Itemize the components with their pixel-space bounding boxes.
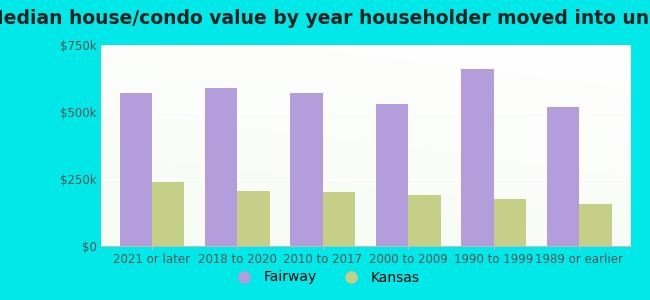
Bar [579,205,612,246]
Bar [494,199,526,246]
Bar [291,93,323,246]
Legend: Fairway, Kansas: Fairway, Kansas [224,265,426,290]
Bar [237,191,270,246]
Bar [205,88,237,246]
Bar [323,192,356,246]
Bar [462,69,494,246]
Text: Median house/condo value by year householder moved into unit: Median house/condo value by year househo… [0,9,650,28]
Bar [120,93,152,246]
Bar [408,195,441,246]
Bar [376,104,408,246]
Bar [152,182,185,246]
Bar [547,106,579,246]
